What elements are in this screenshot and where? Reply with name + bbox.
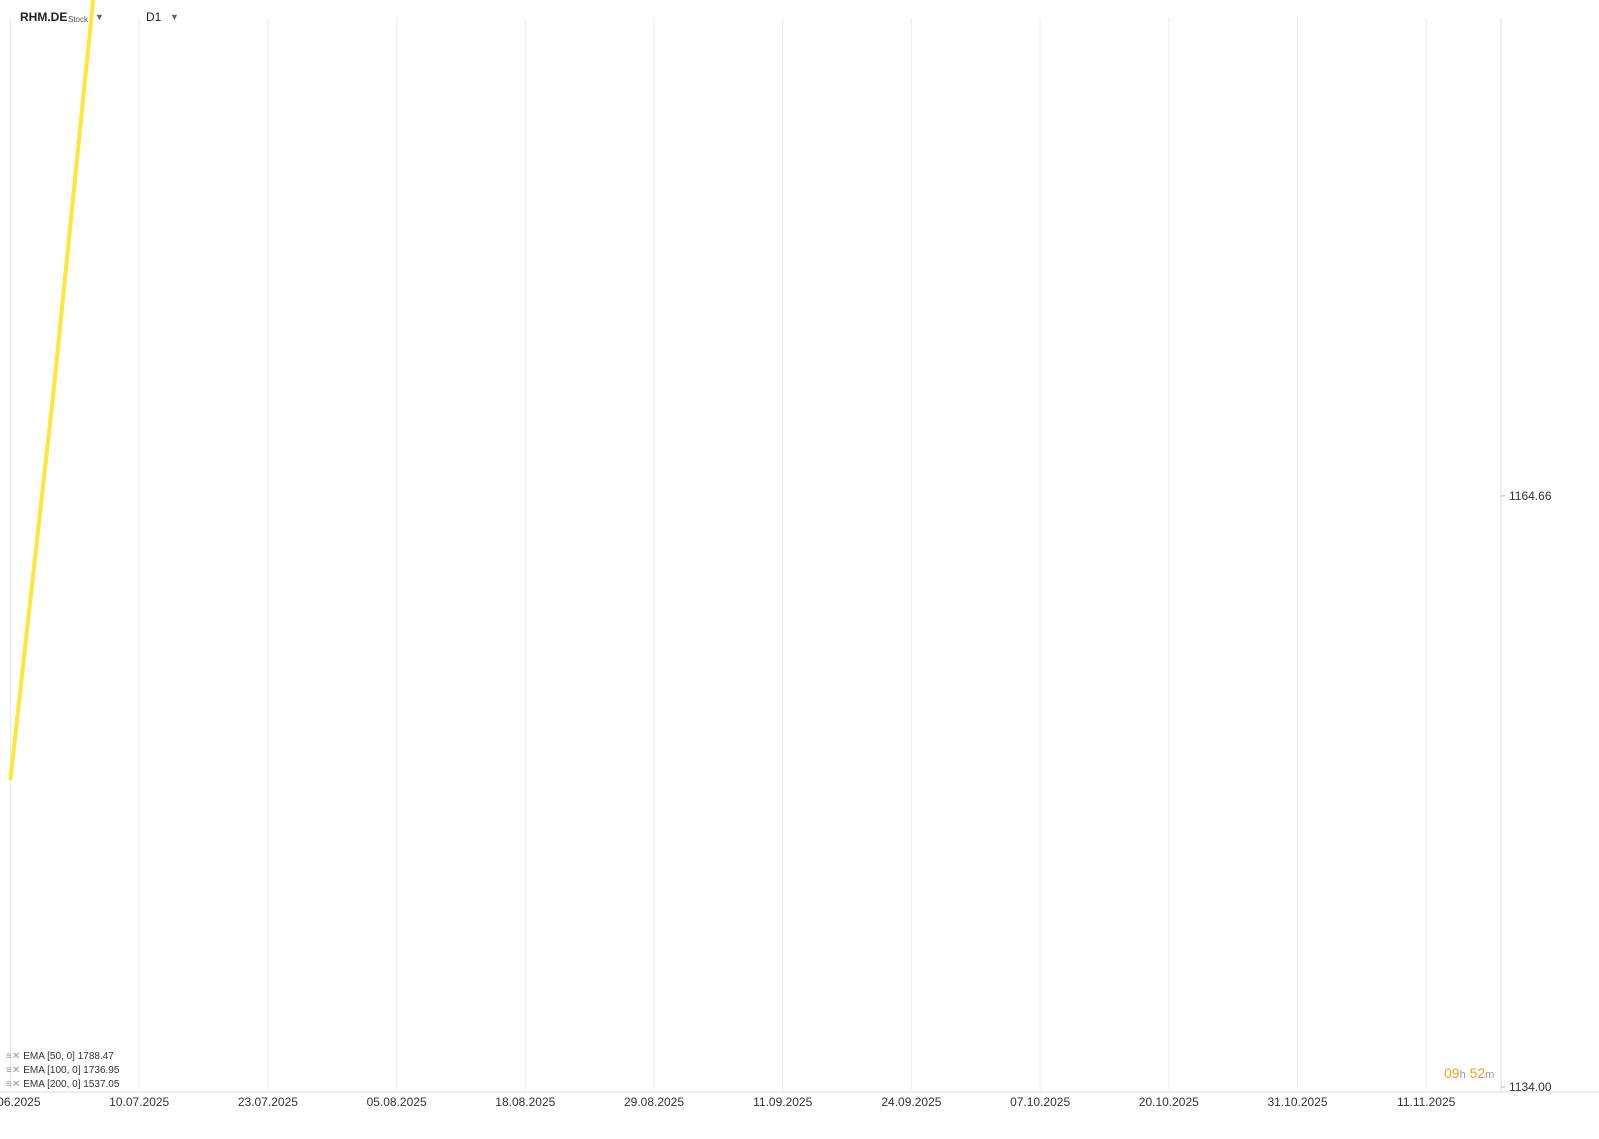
legend-close-icon[interactable]: ≡✕ bbox=[6, 1065, 21, 1076]
date-label: 20.10.2025 bbox=[1139, 1095, 1199, 1109]
y-tick-label: 1164.66 bbox=[1509, 489, 1552, 503]
ema200-line[interactable] bbox=[8, 0, 1327, 781]
grid bbox=[0, 18, 1599, 1093]
legend-close-icon[interactable]: ≡✕ bbox=[6, 1079, 21, 1090]
candle-timer: 09h 52m bbox=[1444, 1065, 1495, 1081]
timeframe-label[interactable]: D1 bbox=[146, 10, 162, 24]
legend-ema200[interactable]: ≡✕ EMA [200, 0] 1537.05 bbox=[6, 1079, 120, 1090]
symbol-dropdown-icon[interactable]: ▼ bbox=[95, 12, 104, 22]
date-label: 11.09.2025 bbox=[753, 1095, 812, 1109]
date-label: 07.10.2025 bbox=[1010, 1095, 1070, 1109]
date-label: 31.10.2025 bbox=[1267, 1095, 1327, 1109]
price-axis: 1992.441961.781931.121900.461869.811839.… bbox=[1501, 489, 1552, 1094]
symbol-type: Stock bbox=[68, 15, 89, 24]
legend-ema50[interactable]: ≡✕ EMA [50, 0] 1788.47 bbox=[6, 1051, 114, 1062]
date-axis: 27.06.2025 10.07.2025 23.07.2025 05.08.2025… bbox=[0, 1095, 1456, 1109]
date-label: 27.06.2025 bbox=[0, 1095, 41, 1109]
y-tick-label: 1134.00 bbox=[1509, 1080, 1552, 1094]
legend-close-icon[interactable]: ≡✕ bbox=[6, 1051, 21, 1062]
date-label: 05.08.2025 bbox=[367, 1095, 427, 1109]
ema200-layer bbox=[8, 0, 1327, 781]
timeframe-dropdown-icon[interactable]: ▼ bbox=[170, 12, 179, 22]
date-label: 23.07.2025 bbox=[238, 1095, 298, 1109]
date-label: 10.07.2025 bbox=[109, 1095, 169, 1109]
date-label: 11.11.2025 bbox=[1397, 1095, 1456, 1109]
legend-ema100[interactable]: ≡✕ EMA [100, 0] 1736.95 bbox=[6, 1065, 120, 1076]
symbol-label[interactable]: RHM.DE bbox=[20, 10, 68, 24]
date-label: 24.09.2025 bbox=[881, 1095, 941, 1109]
date-label: 18.08.2025 bbox=[495, 1095, 555, 1109]
date-label: 29.08.2025 bbox=[624, 1095, 684, 1109]
